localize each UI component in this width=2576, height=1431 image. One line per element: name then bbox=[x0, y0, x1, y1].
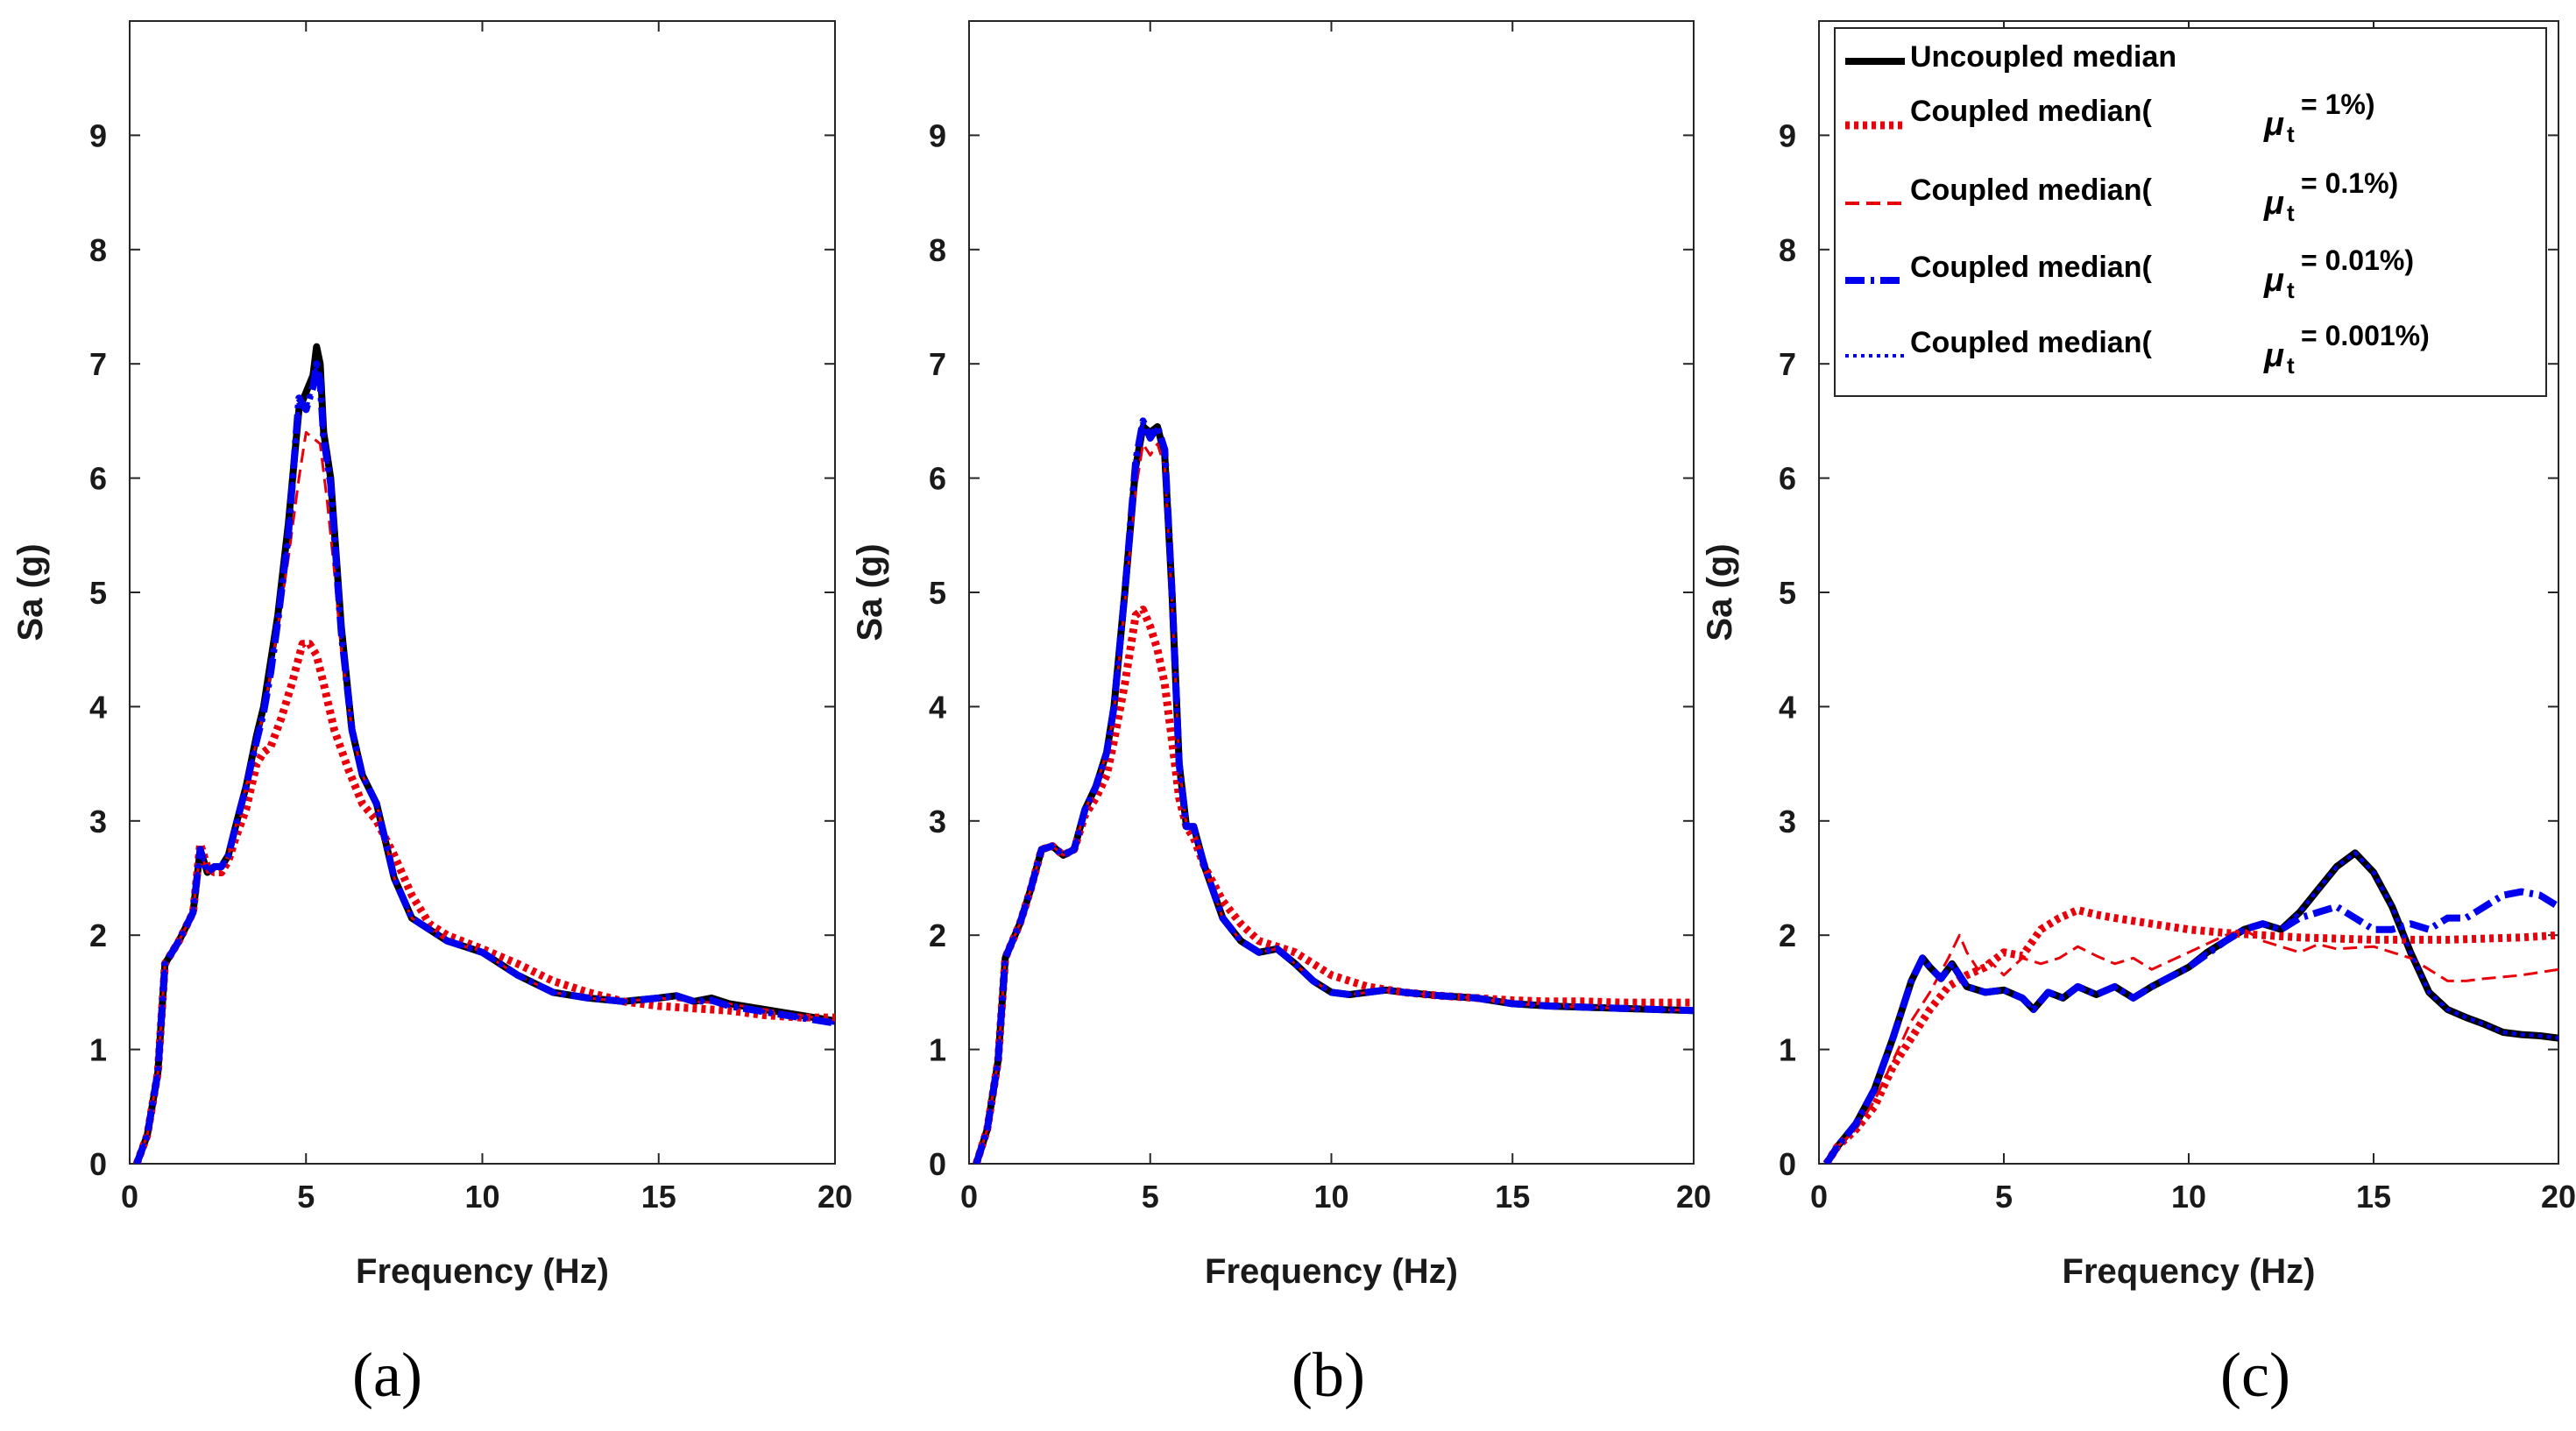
legend-label-mu-0.001: Coupled median( bbox=[1910, 326, 2152, 359]
y-tick-label: 2 bbox=[1779, 917, 1796, 953]
series-line-coupled-median-t-0.001 bbox=[974, 419, 1694, 1164]
series-line-coupled-median-t-0.001 bbox=[134, 361, 835, 1164]
legend-label-mu-1: Coupled median( bbox=[1910, 95, 2152, 128]
y-tick-label: 8 bbox=[1779, 232, 1796, 268]
legend-mu-symbol-2: μ bbox=[2263, 185, 2284, 222]
y-tick-label: 2 bbox=[89, 917, 107, 953]
y-tick-label: 4 bbox=[929, 689, 946, 725]
legend-mu-symbol-4: μ bbox=[2263, 337, 2284, 374]
x-tick-label: 0 bbox=[960, 1179, 978, 1215]
x-tick-label: 20 bbox=[2541, 1179, 2576, 1215]
x-axis-label: Frequency (Hz) bbox=[2063, 1252, 2316, 1291]
panel-label-b: (b) bbox=[1292, 1340, 1365, 1410]
x-tick-label: 15 bbox=[2356, 1179, 2391, 1215]
y-tick-label: 1 bbox=[89, 1032, 107, 1068]
y-tick-label: 7 bbox=[89, 346, 107, 382]
panel-label-a: (a) bbox=[352, 1340, 422, 1410]
x-tick-label: 20 bbox=[817, 1179, 853, 1215]
legend-mu-value-4: = 0.001%) bbox=[2301, 320, 2430, 351]
x-tick-label: 20 bbox=[1676, 1179, 1711, 1215]
x-tick-label: 10 bbox=[464, 1179, 499, 1215]
legend-mu-subscript-4: t bbox=[2287, 352, 2295, 379]
legend-mu-symbol-3: μ bbox=[2263, 262, 2284, 299]
x-tick-label: 15 bbox=[641, 1179, 676, 1215]
y-tick-label: 2 bbox=[929, 917, 946, 953]
y-tick-label: 0 bbox=[1779, 1146, 1796, 1182]
y-axis-label: Sa (g) bbox=[1701, 543, 1739, 641]
x-axis-label: Frequency (Hz) bbox=[1205, 1252, 1458, 1291]
y-tick-label: 1 bbox=[1779, 1032, 1796, 1068]
y-tick-label: 5 bbox=[1779, 575, 1796, 611]
plot-frame bbox=[129, 20, 836, 1165]
y-tick-label: 3 bbox=[89, 804, 107, 839]
y-tick-label: 5 bbox=[929, 575, 946, 611]
panel-a: 0 5 10 15 20 0 1 2 3 4 5 6 7 8 9 Frequency (Hz) Sa (g) bbox=[11, 20, 853, 1291]
y-tick-label: 3 bbox=[1779, 804, 1796, 839]
x-tick-label: 5 bbox=[297, 1179, 315, 1215]
legend-mu-subscript-2: t bbox=[2287, 200, 2295, 226]
y-tick-label: 9 bbox=[89, 117, 107, 153]
x-tick-label: 5 bbox=[1995, 1179, 2013, 1215]
legend-mu-value-1: = 1%) bbox=[2301, 89, 2374, 120]
panel-label-c: (c) bbox=[2220, 1340, 2290, 1410]
y-tick-label: 9 bbox=[1779, 117, 1796, 153]
y-tick-label: 6 bbox=[929, 461, 946, 497]
y-tick-label: 7 bbox=[929, 346, 946, 382]
y-tick-label: 3 bbox=[929, 804, 946, 839]
series-line-coupled-median-t-1 bbox=[1822, 906, 2558, 1164]
x-tick-label: 0 bbox=[1810, 1179, 1828, 1215]
x-tick-label: 15 bbox=[1495, 1179, 1530, 1215]
y-tick-label: 7 bbox=[1779, 346, 1796, 382]
legend-mu-value-2: = 0.1%) bbox=[2301, 167, 2398, 199]
legend-mu-value-3: = 0.01%) bbox=[2301, 244, 2414, 276]
legend-mu-subscript-1: t bbox=[2287, 121, 2295, 147]
y-tick-label: 4 bbox=[1779, 689, 1796, 725]
series-line-coupled-median-t-0.1 bbox=[1825, 928, 2558, 1164]
x-tick-label: 10 bbox=[2171, 1179, 2206, 1215]
legend: Uncoupled median Coupled median( μ t = 1… bbox=[1834, 27, 2547, 397]
legend-label-uncoupled: Uncoupled median bbox=[1910, 40, 2176, 74]
y-tick-label: 6 bbox=[89, 461, 107, 497]
y-tick-label: 5 bbox=[89, 575, 107, 611]
x-tick-label: 0 bbox=[121, 1179, 138, 1215]
y-tick-label: 6 bbox=[1779, 461, 1796, 497]
legend-mu-subscript-3: t bbox=[2287, 277, 2295, 303]
y-axis-label: Sa (g) bbox=[11, 543, 50, 641]
series-line-coupled-median-t-0.001 bbox=[1824, 851, 2558, 1164]
legend-box bbox=[1834, 27, 2547, 397]
y-tick-label: 8 bbox=[929, 232, 946, 268]
y-tick-label: 8 bbox=[89, 232, 107, 268]
legend-label-mu-0.1: Coupled median( bbox=[1910, 174, 2152, 207]
y-axis-label: Sa (g) bbox=[851, 543, 889, 641]
legend-mu-symbol-1: μ bbox=[2263, 106, 2284, 143]
x-tick-label: 5 bbox=[1142, 1179, 1159, 1215]
y-tick-label: 0 bbox=[89, 1146, 107, 1182]
y-tick-label: 0 bbox=[929, 1146, 946, 1182]
y-tick-label: 1 bbox=[929, 1032, 946, 1068]
panel-b: 0 5 10 15 20 0 1 2 3 4 5 6 7 8 9 Frequency (Hz) Sa (g) bbox=[851, 20, 1711, 1291]
y-tick-label: 9 bbox=[929, 117, 946, 153]
x-tick-label: 10 bbox=[1313, 1179, 1348, 1215]
y-tick-label: 4 bbox=[89, 689, 107, 725]
x-axis-label: Frequency (Hz) bbox=[356, 1252, 609, 1291]
legend-label-mu-0.01: Coupled median( bbox=[1910, 251, 2152, 284]
